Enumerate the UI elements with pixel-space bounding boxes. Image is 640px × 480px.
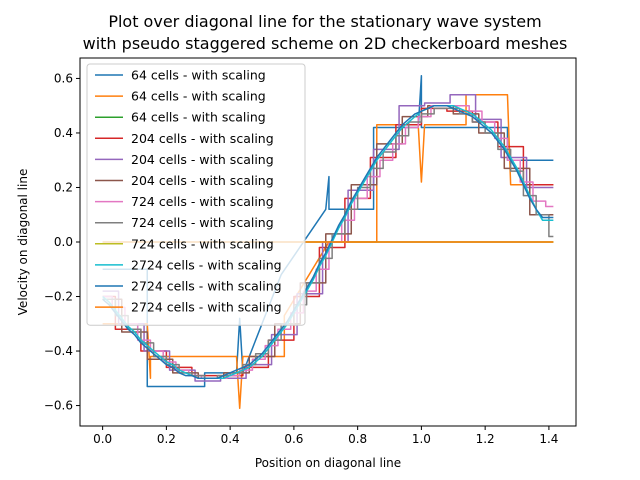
plot-frame	[79, 57, 577, 427]
y-tick-label: 0.2	[54, 180, 73, 194]
y-tick-label: −0.6	[44, 399, 73, 413]
legend-label: 64 cells - with scaling	[131, 68, 266, 83]
x-tick-label: 1.2	[476, 432, 495, 446]
x-tick-label: 0.6	[284, 432, 303, 446]
legend: 64 cells - with scaling 64 cells - with s…	[86, 63, 306, 326]
legend-label: 724 cells - with scaling	[131, 215, 274, 230]
x-axis-label: Position on diagonal line	[255, 456, 401, 470]
legend-label: 204 cells - with scaling	[131, 131, 274, 146]
x-tick-label: 1.4	[539, 432, 558, 446]
series-line-11	[102, 104, 554, 380]
x-tick-label: 1.0	[412, 432, 431, 446]
y-tick-label: −0.2	[44, 290, 73, 304]
series-line-1	[102, 74, 554, 388]
chart-title-line1: Plot over diagonal line for the stationa…	[108, 12, 541, 31]
chart-title-line2: with pseudo staggered scheme on 2D check…	[83, 34, 568, 53]
legend-label: 724 cells - with scaling	[131, 236, 274, 251]
x-tick-label: 0.0	[93, 432, 112, 446]
y-tick-label: 0.0	[54, 235, 73, 249]
x-tick-label: 0.8	[348, 432, 367, 446]
axis-ticks: 0.0 0.2 0.4 0.6 0.8 1.0 1.2 1.4 −0.6 −0.4 −0.2 0.0 0…	[44, 71, 559, 446]
legend-label: 724 cells - with scaling	[131, 194, 274, 209]
x-tick-label: 0.2	[157, 432, 176, 446]
y-tick-label: 0.6	[54, 71, 73, 85]
legend-label: 2724 cells - with scaling	[131, 257, 282, 272]
series-line-10	[102, 104, 554, 380]
legend-label: 204 cells - with scaling	[131, 173, 274, 188]
y-tick-label: −0.4	[44, 344, 73, 358]
y-axis-label: Velocity on diagonal line	[16, 169, 30, 316]
legend-label: 2724 cells - with scaling	[131, 279, 282, 294]
series-line-5	[102, 94, 554, 382]
series-lines	[102, 74, 554, 410]
legend-box	[86, 63, 306, 326]
y-tick-label: 0.4	[54, 126, 73, 140]
legend-label: 64 cells - with scaling	[131, 89, 266, 104]
legend-label: 64 cells - with scaling	[131, 110, 266, 125]
legend-label: 204 cells - with scaling	[131, 152, 274, 167]
x-tick-label: 0.4	[221, 432, 240, 446]
legend-label: 2724 cells - with scaling	[131, 300, 282, 315]
